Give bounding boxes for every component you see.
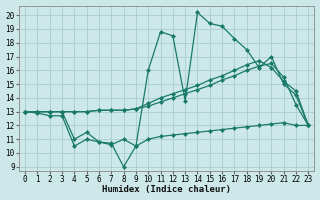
X-axis label: Humidex (Indice chaleur): Humidex (Indice chaleur): [102, 185, 231, 194]
